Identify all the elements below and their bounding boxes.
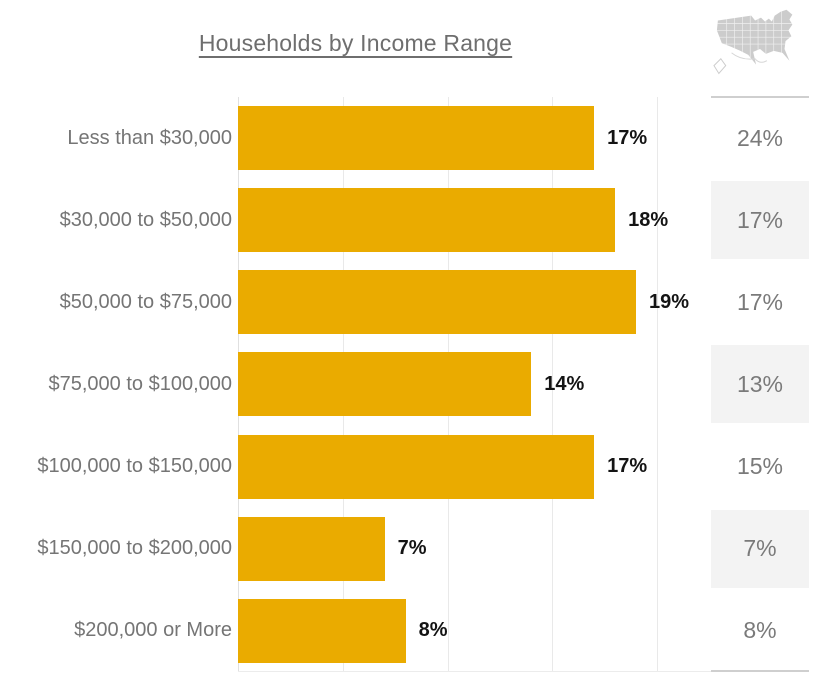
gridline-15 bbox=[552, 97, 554, 672]
bar[interactable] bbox=[238, 352, 532, 417]
comparison-value: 13% bbox=[711, 345, 809, 424]
chart-row: $50,000 to $75,000 19% 17% bbox=[0, 261, 825, 343]
comparison-cell: 13% bbox=[711, 343, 825, 425]
chart-row: Less than $30,000 17% 24% bbox=[0, 97, 825, 179]
bar-value-label: 19% bbox=[649, 290, 690, 313]
comparison-cell: 17% bbox=[711, 179, 825, 261]
chart-title-link[interactable]: Households by Income Range bbox=[198, 30, 513, 56]
category-label: $200,000 or More bbox=[74, 619, 232, 642]
comparison-cell: 15% bbox=[711, 426, 825, 508]
comparison-divider-bottom bbox=[711, 670, 809, 672]
plot-cell: 7% bbox=[238, 508, 711, 590]
comparison-value: 7% bbox=[711, 509, 809, 588]
bar-value-label: 8% bbox=[418, 619, 448, 642]
bar-value-label: 7% bbox=[397, 537, 427, 560]
comparison-cell: 24% bbox=[711, 97, 825, 179]
comparison-value: 17% bbox=[711, 181, 809, 260]
plot-cell: 14% bbox=[238, 343, 711, 425]
comparison-value: 8% bbox=[743, 617, 777, 644]
comparison-value: 24% bbox=[736, 124, 784, 151]
bar[interactable] bbox=[238, 516, 385, 581]
chart-row: $100,000 to $150,000 17% 15% bbox=[0, 426, 825, 508]
bar-value-label: 17% bbox=[607, 126, 648, 149]
bar[interactable] bbox=[238, 598, 406, 663]
comparison-cell: 17% bbox=[711, 261, 825, 343]
bar[interactable] bbox=[238, 106, 595, 171]
bar[interactable] bbox=[238, 434, 595, 499]
chart-rows: Less than $30,000 17% 24% $30,000 to $50… bbox=[0, 97, 825, 672]
category-label: $100,000 to $150,000 bbox=[37, 455, 232, 478]
bar-value-label: 14% bbox=[544, 372, 585, 395]
bar[interactable] bbox=[238, 188, 616, 253]
comparison-cell: 7% bbox=[711, 508, 825, 590]
comparison-value: 15% bbox=[736, 453, 784, 480]
comparison-divider-top bbox=[711, 96, 809, 98]
comparison-cell: 8% bbox=[711, 590, 825, 672]
comparison-value: 17% bbox=[736, 288, 784, 315]
category-label: $75,000 to $100,000 bbox=[48, 372, 232, 395]
page-title: Households by Income Range bbox=[0, 30, 711, 57]
plot-cell: 17% bbox=[238, 97, 711, 179]
category-label: $50,000 to $75,000 bbox=[59, 290, 232, 313]
chart-row: $75,000 to $100,000 14% 13% bbox=[0, 343, 825, 425]
category-label: $150,000 to $200,000 bbox=[37, 537, 232, 560]
plot-cell: 19% bbox=[238, 261, 711, 343]
plot-cell: 18% bbox=[238, 179, 711, 261]
chart-row: $200,000 or More 8% 8% bbox=[0, 590, 825, 672]
bar-value-label: 17% bbox=[607, 455, 648, 478]
plot-cell: 8% bbox=[238, 590, 711, 672]
x-axis-line bbox=[238, 671, 711, 672]
bar[interactable] bbox=[238, 270, 637, 335]
category-label: $30,000 to $50,000 bbox=[59, 208, 232, 231]
chart-row: $150,000 to $200,000 7% 7% bbox=[0, 508, 825, 590]
bar-value-label: 18% bbox=[628, 208, 669, 231]
chart-row: $30,000 to $50,000 18% 17% bbox=[0, 179, 825, 261]
us-map-icon bbox=[713, 9, 793, 75]
plot-cell: 17% bbox=[238, 426, 711, 508]
gridline-20 bbox=[657, 97, 658, 672]
category-label: Less than $30,000 bbox=[67, 126, 232, 149]
